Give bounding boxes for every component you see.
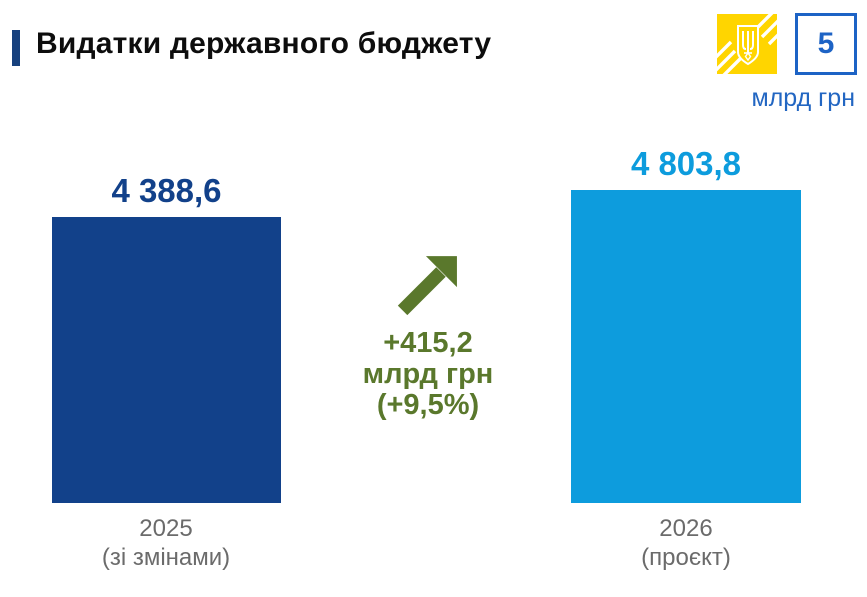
slide-number: 5 [817, 27, 835, 60]
bar-group-2025: 4 388,6 [52, 172, 281, 503]
arrow-up-right-icon [397, 256, 457, 316]
chart-unit-label: млрд грн [751, 84, 855, 112]
x-axis-label-2026: 2026 (проєкт) [536, 514, 836, 572]
bar-value-2025: 4 388,6 [111, 172, 222, 209]
x-label-note-2025: (зі змінами) [101, 544, 231, 571]
delta-percent: (+9,5%) [376, 389, 480, 421]
page-title: Видатки державного бюджету [36, 27, 492, 60]
delta-unit: млрд грн [362, 358, 494, 390]
x-label-year-2025: 2025 [139, 515, 193, 542]
x-axis-label-2025: 2025 (зі змінами) [16, 514, 316, 572]
delta-value: +415,2 [383, 327, 473, 359]
ukraine-trident-emblem-icon [717, 14, 777, 74]
slide-number-badge: 5 [795, 13, 857, 75]
bar-2025 [52, 217, 281, 503]
x-label-year-2026: 2026 [659, 515, 713, 542]
growth-annotation: +415,2 млрд грн (+9,5%) [333, 254, 523, 421]
bar-value-2026: 4 803,8 [630, 145, 742, 182]
title-accent-bar [12, 30, 20, 66]
bar-group-2026: 4 803,8 [571, 145, 801, 503]
x-label-note-2026: (проєкт) [641, 544, 731, 571]
bar-2026 [571, 190, 801, 503]
